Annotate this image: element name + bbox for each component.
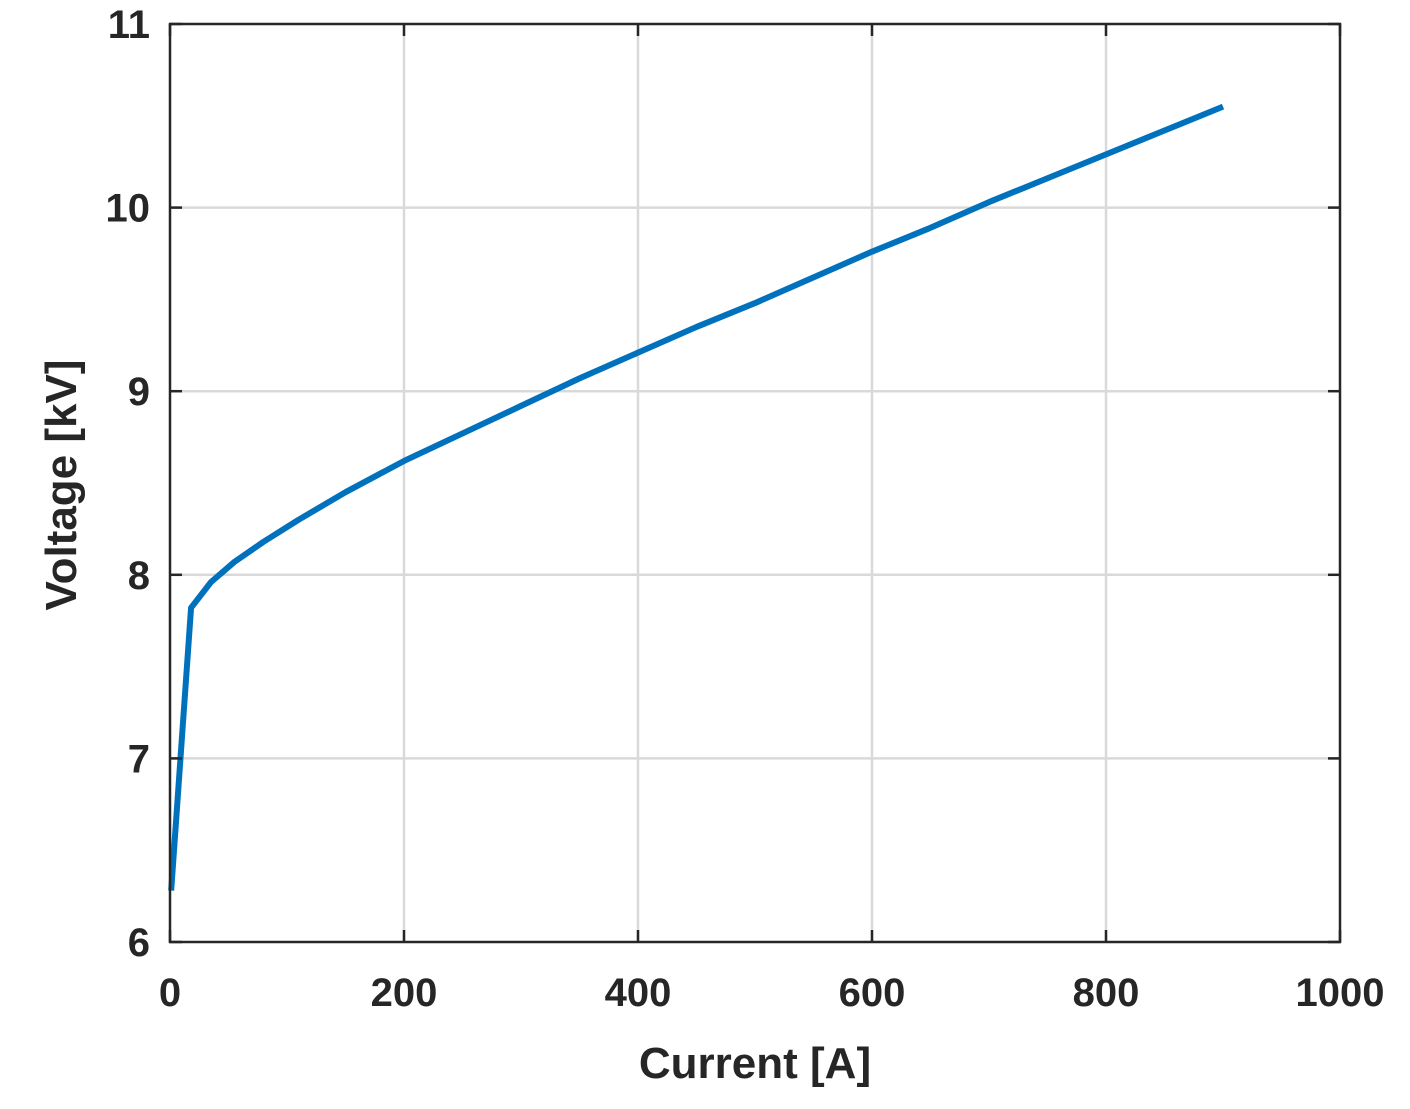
y-tick-label: 9 <box>128 370 150 414</box>
series-line <box>168 103 1225 891</box>
x-tick-label: 600 <box>839 971 906 1015</box>
x-axis-title: Current [A] <box>639 1039 871 1088</box>
y-tick-label: 8 <box>128 554 150 598</box>
y-tick-labels: 6 7 8 9 10 11 <box>106 3 151 965</box>
y-tick-label: 6 <box>128 921 150 965</box>
y-tick-label: 10 <box>106 187 151 231</box>
x-tick-labels: 0 200 400 600 800 1000 <box>159 971 1385 1015</box>
x-tick-label: 200 <box>371 971 438 1015</box>
y-tick-label: 7 <box>128 737 150 781</box>
plot-frame <box>168 22 1342 944</box>
x-tick-label: 1000 <box>1296 971 1385 1015</box>
x-tick-label: 800 <box>1073 971 1140 1015</box>
grid-lines <box>170 24 1340 942</box>
y-axis-title: Voltage [kV] <box>37 359 86 610</box>
data-series <box>168 103 1225 891</box>
y-tick-label: 11 <box>108 3 150 47</box>
x-tick-label: 400 <box>605 971 672 1015</box>
x-tick-label: 0 <box>159 971 181 1015</box>
axes <box>168 22 1342 944</box>
